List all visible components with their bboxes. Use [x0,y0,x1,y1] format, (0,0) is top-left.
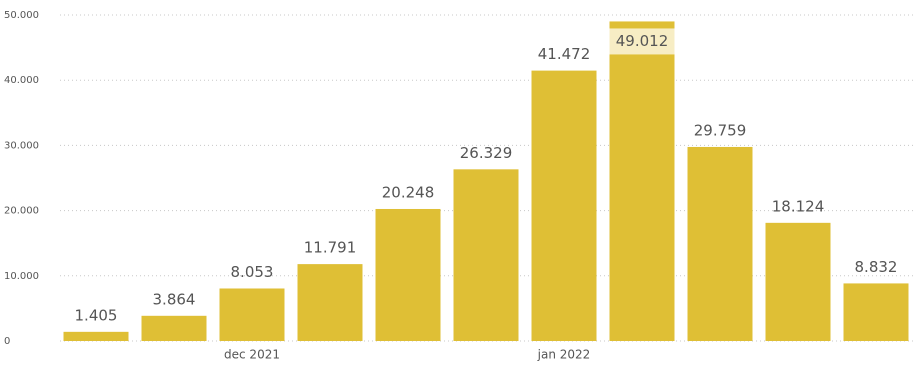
value-label: 8.832 [855,258,898,276]
bar [687,146,753,341]
y-tick-label: 20.000 [4,206,39,217]
value-label: 1.405 [75,306,118,324]
y-tick-label: 40.000 [4,75,39,86]
bar [765,222,831,341]
y-tick-label: 0 [4,336,10,347]
bar [297,264,363,341]
y-tick-label: 10.000 [4,271,39,282]
x-tick-label: jan 2022 [537,348,591,362]
value-label: 41.472 [538,45,591,63]
bar [843,283,909,341]
bar [63,331,129,341]
x-tick-label: dec 2021 [224,348,280,362]
bar [609,21,675,341]
bar [531,70,597,341]
value-label: 26.329 [460,144,513,162]
y-tick-label: 30.000 [4,140,39,151]
value-label: 20.248 [382,183,435,201]
value-label: 49.012 [616,32,669,50]
bar [453,169,519,341]
label-highlight [609,28,675,55]
value-label: 11.791 [304,239,357,257]
bar [219,288,285,341]
value-label: 18.124 [772,197,825,215]
value-label: 29.759 [694,121,747,139]
value-label: 3.864 [153,290,196,308]
bar [141,315,207,341]
value-label: 8.053 [231,263,274,281]
bar [375,208,441,341]
y-tick-label: 50.000 [4,10,39,21]
